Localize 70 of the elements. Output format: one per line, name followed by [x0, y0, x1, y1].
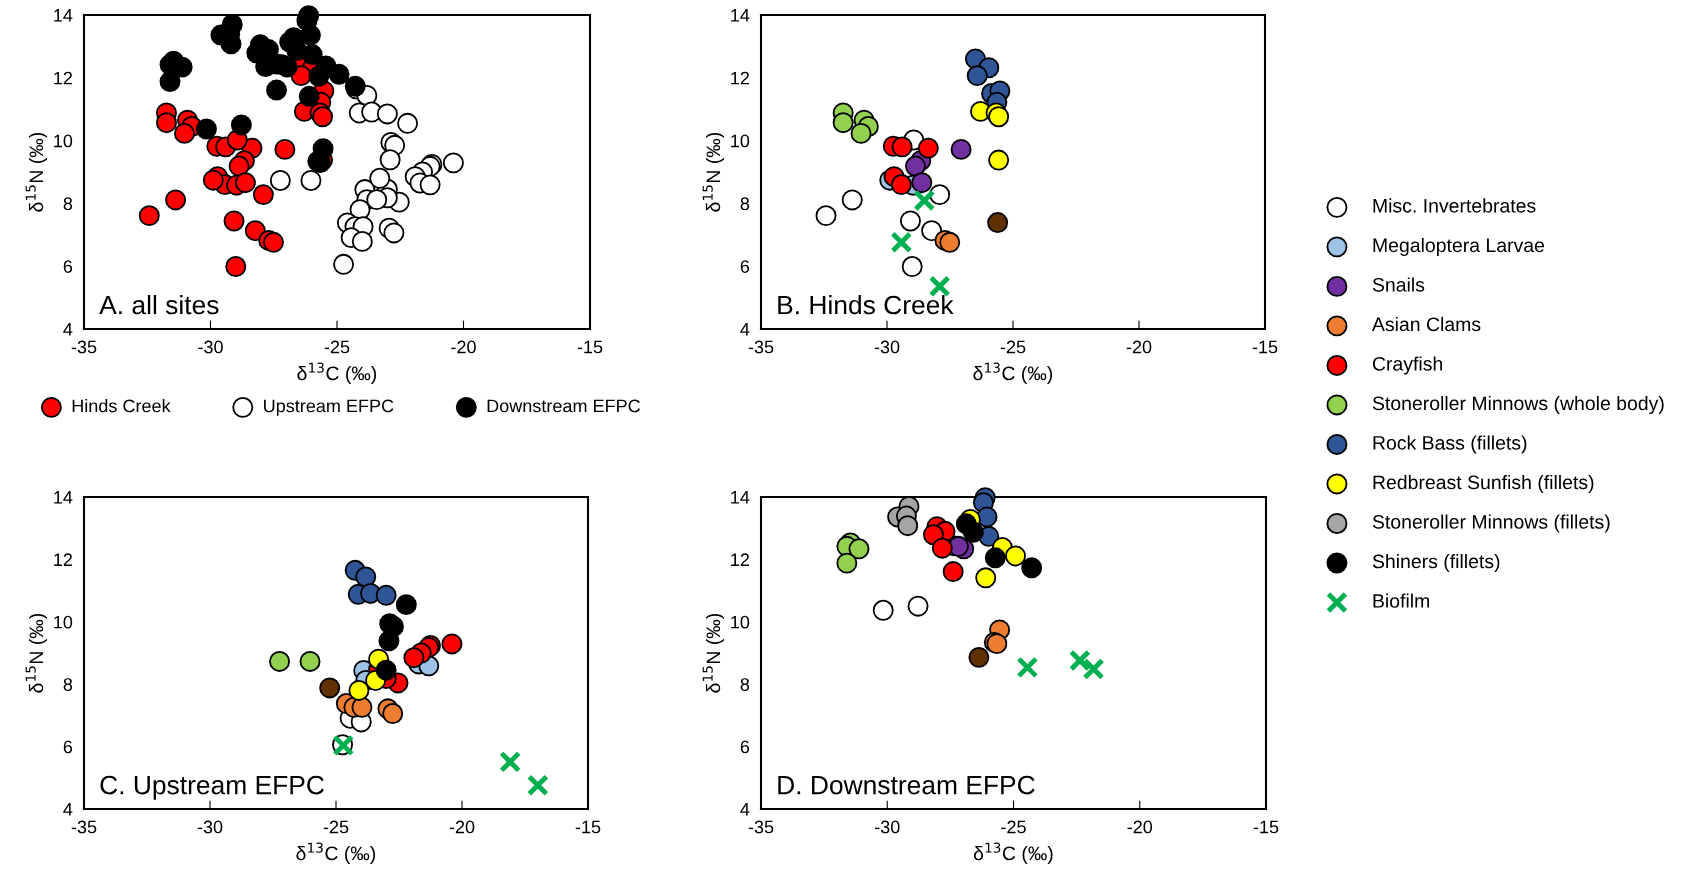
y-tick-label: 4 — [740, 803, 750, 816]
y-tick-label: 10 — [54, 134, 73, 148]
legend-label: Shiners (fillets) — [1372, 554, 1500, 573]
legend-label: Asian Clams — [1371, 316, 1481, 332]
legend-label: Upstream EFPC — [264, 399, 394, 416]
x-tick-label: -35 — [748, 340, 774, 354]
y-tick-label: 14 — [54, 491, 73, 504]
x-tick-label: -25 — [323, 820, 349, 834]
legend-label: Crayfish — [1372, 356, 1442, 375]
x-tick-label: -20 — [449, 820, 475, 834]
legend-label: Hinds Creek — [72, 399, 171, 413]
x-axis-title: δ$^{13}$C (‰) — [973, 362, 1053, 385]
legend-label: Stoneroller Minnows (whole body) — [1372, 395, 1664, 415]
y-tick-label: 14 — [731, 9, 750, 22]
y-tick-label: 4 — [740, 323, 750, 336]
y-tick-label: 10 — [54, 615, 73, 629]
x-tick-label: -15 — [575, 820, 601, 834]
x-tick-label: -25 — [1000, 340, 1026, 354]
y-tick-label: 6 — [63, 260, 73, 273]
y-tick-label: 12 — [54, 71, 72, 85]
y-axis-title: δ$^{15}$N (‰) — [702, 132, 725, 212]
y-tick-label: 12 — [731, 71, 749, 85]
annotation: A. all sites — [99, 294, 219, 315]
y-tick-label: 12 — [54, 553, 72, 566]
y-tick-label: 12 — [731, 553, 749, 566]
annotation: D. Downstream EFPC — [778, 775, 1035, 795]
x-tick-label: -35 — [748, 820, 774, 834]
x-axis-title: δ$^{13}$C (‰) — [296, 842, 376, 865]
legend-label: Misc. Invertebrates — [1373, 198, 1536, 213]
x-tick-label: -35 — [71, 340, 97, 354]
x-tick-label: -30 — [875, 820, 900, 834]
x-tick-label: -20 — [1126, 340, 1152, 354]
y-tick-label: 8 — [63, 678, 73, 691]
y-tick-label: 8 — [740, 678, 750, 691]
x-tick-label: -30 — [197, 820, 223, 834]
x-axis-title: δ$^{13}$C (‰) — [973, 842, 1053, 865]
y-tick-label: 8 — [740, 197, 750, 211]
legend-label: Biofilm — [1373, 593, 1429, 608]
x-axis-title: δ$^{13}$C (‰) — [297, 362, 377, 385]
y-tick-label: 4 — [63, 323, 73, 336]
y-tick-label: 6 — [740, 740, 750, 754]
legend-label: Rock Bass (fillets) — [1373, 435, 1527, 454]
y-tick-label: 6 — [63, 740, 73, 754]
y-tick-label: 6 — [740, 260, 750, 273]
x-tick-label: -15 — [577, 340, 603, 354]
annotation: B. Hinds Creek — [778, 294, 954, 315]
y-tick-label: 10 — [731, 615, 750, 629]
x-tick-label: -20 — [451, 340, 476, 354]
x-tick-label: -25 — [324, 340, 350, 354]
x-tick-label: -15 — [1253, 820, 1279, 834]
x-tick-label: -15 — [1252, 340, 1278, 354]
x-tick-label: -30 — [874, 340, 900, 354]
x-tick-label: -35 — [71, 820, 97, 834]
y-axis-title: δ$^{15}$N (‰) — [702, 613, 725, 693]
y-axis-title: δ$^{15}$N (‰) — [25, 613, 48, 693]
y-tick-label: 8 — [63, 197, 73, 211]
x-tick-label: -25 — [1001, 820, 1026, 834]
y-tick-label: 14 — [731, 491, 750, 504]
x-tick-label: -20 — [1127, 820, 1153, 834]
legend-label: Redbreast Sunfish (fillets) — [1373, 474, 1594, 494]
y-tick-label: 4 — [63, 803, 73, 816]
y-axis-title: δ$^{15}$N (‰) — [25, 132, 48, 212]
x-tick-label: -30 — [198, 340, 223, 354]
legend-label: Snails — [1372, 277, 1425, 292]
legend-label: Stoneroller Minnows (fillets) — [1372, 514, 1610, 533]
annotation: C. Upstream EFPC — [100, 775, 324, 800]
y-tick-label: 14 — [54, 9, 73, 22]
legend-label: Megaloptera Larvae — [1373, 237, 1545, 256]
legend-label: Downstream EFPC — [487, 399, 640, 413]
y-tick-label: 10 — [731, 134, 750, 148]
